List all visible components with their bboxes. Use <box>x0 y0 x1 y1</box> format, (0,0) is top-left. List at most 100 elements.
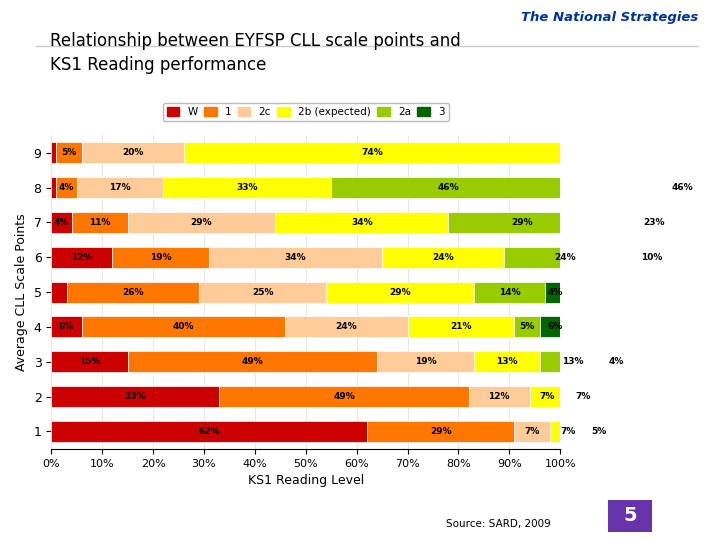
Text: 4%: 4% <box>547 288 563 296</box>
Bar <box>540 316 570 338</box>
Text: 14%: 14% <box>498 288 520 296</box>
Text: 11%: 11% <box>89 218 110 227</box>
Bar <box>71 212 127 233</box>
Text: 12%: 12% <box>71 253 93 262</box>
Text: 13%: 13% <box>496 357 518 366</box>
Bar <box>331 177 565 198</box>
Bar <box>77 177 163 198</box>
Bar <box>449 212 596 233</box>
Bar <box>127 212 275 233</box>
Bar <box>469 386 530 407</box>
Bar <box>596 212 713 233</box>
Bar <box>220 386 469 407</box>
Text: 19%: 19% <box>150 253 171 262</box>
Bar <box>474 352 540 372</box>
Bar <box>51 212 71 233</box>
Bar <box>515 421 550 442</box>
Text: 6%: 6% <box>59 322 74 332</box>
Bar <box>285 316 408 338</box>
Bar <box>367 421 515 442</box>
Text: 49%: 49% <box>333 392 355 401</box>
Bar <box>163 177 331 198</box>
Text: 24%: 24% <box>433 253 454 262</box>
Text: 46%: 46% <box>438 183 459 192</box>
Bar <box>51 316 82 338</box>
Text: 5: 5 <box>624 506 636 525</box>
Text: 7%: 7% <box>540 392 555 401</box>
Text: 13%: 13% <box>562 357 584 366</box>
Bar <box>550 421 585 442</box>
Text: Relationship between EYFSP CLL scale points and
KS1 Reading performance: Relationship between EYFSP CLL scale poi… <box>50 32 461 74</box>
Text: 33%: 33% <box>125 392 146 401</box>
Bar <box>82 142 184 163</box>
Text: 5%: 5% <box>61 148 77 157</box>
Bar <box>326 282 474 302</box>
Legend: W, 1, 2c, 2b (expected), 2a, 3: W, 1, 2c, 2b (expected), 2a, 3 <box>163 103 449 121</box>
Text: 34%: 34% <box>285 253 307 262</box>
Bar <box>626 247 678 268</box>
Text: 29%: 29% <box>430 427 451 436</box>
Bar <box>474 282 545 302</box>
Text: 7%: 7% <box>525 427 540 436</box>
Bar <box>112 247 209 268</box>
Bar <box>408 316 515 338</box>
Bar <box>530 386 565 407</box>
Bar <box>184 142 560 163</box>
Bar <box>565 177 720 198</box>
Text: 10%: 10% <box>642 253 662 262</box>
Text: 21%: 21% <box>450 322 472 332</box>
Bar <box>515 316 540 338</box>
Text: 33%: 33% <box>236 183 258 192</box>
Text: The National Strategies: The National Strategies <box>521 11 698 24</box>
Bar <box>606 352 626 372</box>
Bar <box>199 282 326 302</box>
Bar <box>66 282 199 302</box>
Bar <box>275 212 449 233</box>
Bar <box>82 316 285 338</box>
X-axis label: KS1 Reading Level: KS1 Reading Level <box>248 474 364 487</box>
Bar <box>127 352 377 372</box>
Text: 26%: 26% <box>122 288 143 296</box>
Y-axis label: Average CLL Scale Points: Average CLL Scale Points <box>15 213 28 371</box>
Text: 6%: 6% <box>547 322 563 332</box>
Bar <box>601 386 611 407</box>
Text: 29%: 29% <box>191 218 212 227</box>
Text: 7%: 7% <box>575 392 591 401</box>
Text: Source: SARD, 2009: Source: SARD, 2009 <box>446 518 551 529</box>
Text: 4%: 4% <box>59 183 74 192</box>
Text: 62%: 62% <box>198 427 220 436</box>
Bar <box>51 282 66 302</box>
Bar <box>540 352 606 372</box>
Bar <box>56 177 77 198</box>
Text: 5%: 5% <box>591 427 606 436</box>
Bar <box>209 247 382 268</box>
Text: 17%: 17% <box>109 183 131 192</box>
Bar <box>377 352 474 372</box>
Bar <box>545 282 565 302</box>
Bar <box>382 247 504 268</box>
Text: 24%: 24% <box>554 253 576 262</box>
Text: 74%: 74% <box>361 148 383 157</box>
Bar <box>611 421 626 442</box>
Bar <box>51 386 220 407</box>
Text: 24%: 24% <box>336 322 357 332</box>
Text: 46%: 46% <box>672 183 693 192</box>
Text: 15%: 15% <box>78 357 100 366</box>
Text: 25%: 25% <box>252 288 274 296</box>
Text: 23%: 23% <box>644 218 665 227</box>
Text: 4%: 4% <box>608 357 624 366</box>
Text: 40%: 40% <box>173 322 194 332</box>
Text: 12%: 12% <box>488 392 510 401</box>
Bar <box>565 386 601 407</box>
Bar <box>51 247 112 268</box>
Text: 20%: 20% <box>122 148 143 157</box>
Text: 49%: 49% <box>241 357 264 366</box>
Text: 4%: 4% <box>54 218 69 227</box>
Text: 29%: 29% <box>389 288 410 296</box>
Text: 29%: 29% <box>511 218 533 227</box>
Text: 5%: 5% <box>520 322 535 332</box>
Text: 7%: 7% <box>560 427 575 436</box>
Bar <box>51 142 56 163</box>
Text: 34%: 34% <box>351 218 372 227</box>
Bar <box>585 421 611 442</box>
